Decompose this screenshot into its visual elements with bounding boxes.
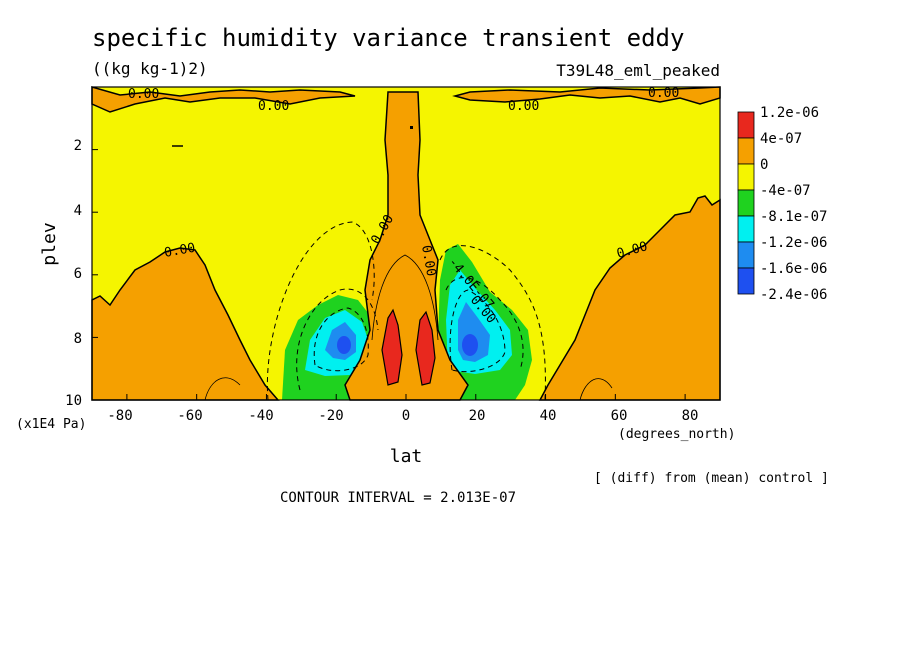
positive-contours-thin xyxy=(204,254,613,401)
contour-label: 0.00 xyxy=(163,241,196,261)
positive-region-right-lower xyxy=(538,195,721,401)
x-tick-label: 40 xyxy=(540,408,557,424)
x-tick-label: -40 xyxy=(248,408,273,424)
y-units-label: (x1E4 Pa) xyxy=(16,417,86,432)
x-tick-label: 0 xyxy=(402,408,410,424)
legend-label: -1.6e-06 xyxy=(760,261,827,277)
legend-color-bar xyxy=(737,111,755,295)
x-tick-label: 80 xyxy=(682,408,699,424)
diff-note: [ (diff) from (mean) control ] xyxy=(594,471,829,486)
contour-label: 0.00 xyxy=(508,99,539,114)
legend-swatch xyxy=(737,241,755,269)
units-label: ((kg kg-1)2) xyxy=(92,59,208,78)
y-tick-label: 8 xyxy=(74,331,82,347)
marker xyxy=(410,126,413,129)
positive-region-top-left xyxy=(91,86,356,113)
x-axis-label: lat xyxy=(390,446,423,467)
x-axis: -80 -60 -40 -20 0 20 40 60 80 (degrees_n… xyxy=(92,394,735,467)
run-label: T39L48_eml_peaked xyxy=(556,61,720,80)
contour-label: 0.00 xyxy=(128,87,159,102)
legend-swatch xyxy=(737,189,755,217)
legend-label: -1.2e-06 xyxy=(760,235,827,251)
y-tick-marks xyxy=(92,149,98,401)
x-units-label: (degrees_north) xyxy=(618,427,735,442)
y-tick-label: 10 xyxy=(65,393,82,409)
contour-label: 0.00 xyxy=(418,244,438,277)
legend-swatch xyxy=(737,215,755,243)
contour-label: 0.00 xyxy=(258,99,289,114)
legend-label: -4e-07 xyxy=(760,183,811,199)
negative-core-left xyxy=(337,336,351,354)
x-tick-label: 20 xyxy=(469,408,486,424)
x-tick-label: -20 xyxy=(318,408,343,424)
legend-swatch xyxy=(737,111,755,139)
legend-label: 1.2e-06 xyxy=(760,105,819,121)
chart-title: specific humidity variance transient edd… xyxy=(92,24,684,52)
plot-area: 0.00 0.00 0.00 0.00 0.00 0.00 0.00 0.00 … xyxy=(91,86,721,401)
contour-label: 0.00 xyxy=(648,86,679,101)
x-tick-marks xyxy=(126,394,686,400)
legend-swatch xyxy=(737,163,755,191)
legend-swatch xyxy=(737,137,755,165)
y-axis-label: plev xyxy=(39,222,60,265)
x-tick-label: -80 xyxy=(107,408,132,424)
positive-region-top-right xyxy=(452,86,721,105)
legend-label: -2.4e-06 xyxy=(760,287,827,303)
legend-label: 4e-07 xyxy=(760,131,802,147)
x-tick-label: 60 xyxy=(611,408,628,424)
positive-region-left-lower xyxy=(91,247,280,401)
x-tick-label: -60 xyxy=(177,408,202,424)
legend: 1.2e-06 4e-07 0 -4e-07 -8.1e-07 -1.2e-06… xyxy=(737,105,827,303)
legend-label: -8.1e-07 xyxy=(760,209,827,225)
negative-core-right xyxy=(462,334,478,356)
negative-contours xyxy=(266,221,546,401)
positive-core-left xyxy=(381,308,403,386)
y-axis: 2 4 6 8 10 plev (x1E4 Pa) xyxy=(16,138,98,432)
contour-interval: CONTOUR INTERVAL = 2.013E-07 xyxy=(280,490,516,506)
y-tick-label: 2 xyxy=(74,138,82,154)
legend-label: 0 xyxy=(760,157,768,173)
positive-core-right xyxy=(415,310,436,386)
y-tick-label: 6 xyxy=(74,266,82,282)
y-tick-label: 4 xyxy=(74,203,82,219)
legend-swatch xyxy=(737,267,755,295)
